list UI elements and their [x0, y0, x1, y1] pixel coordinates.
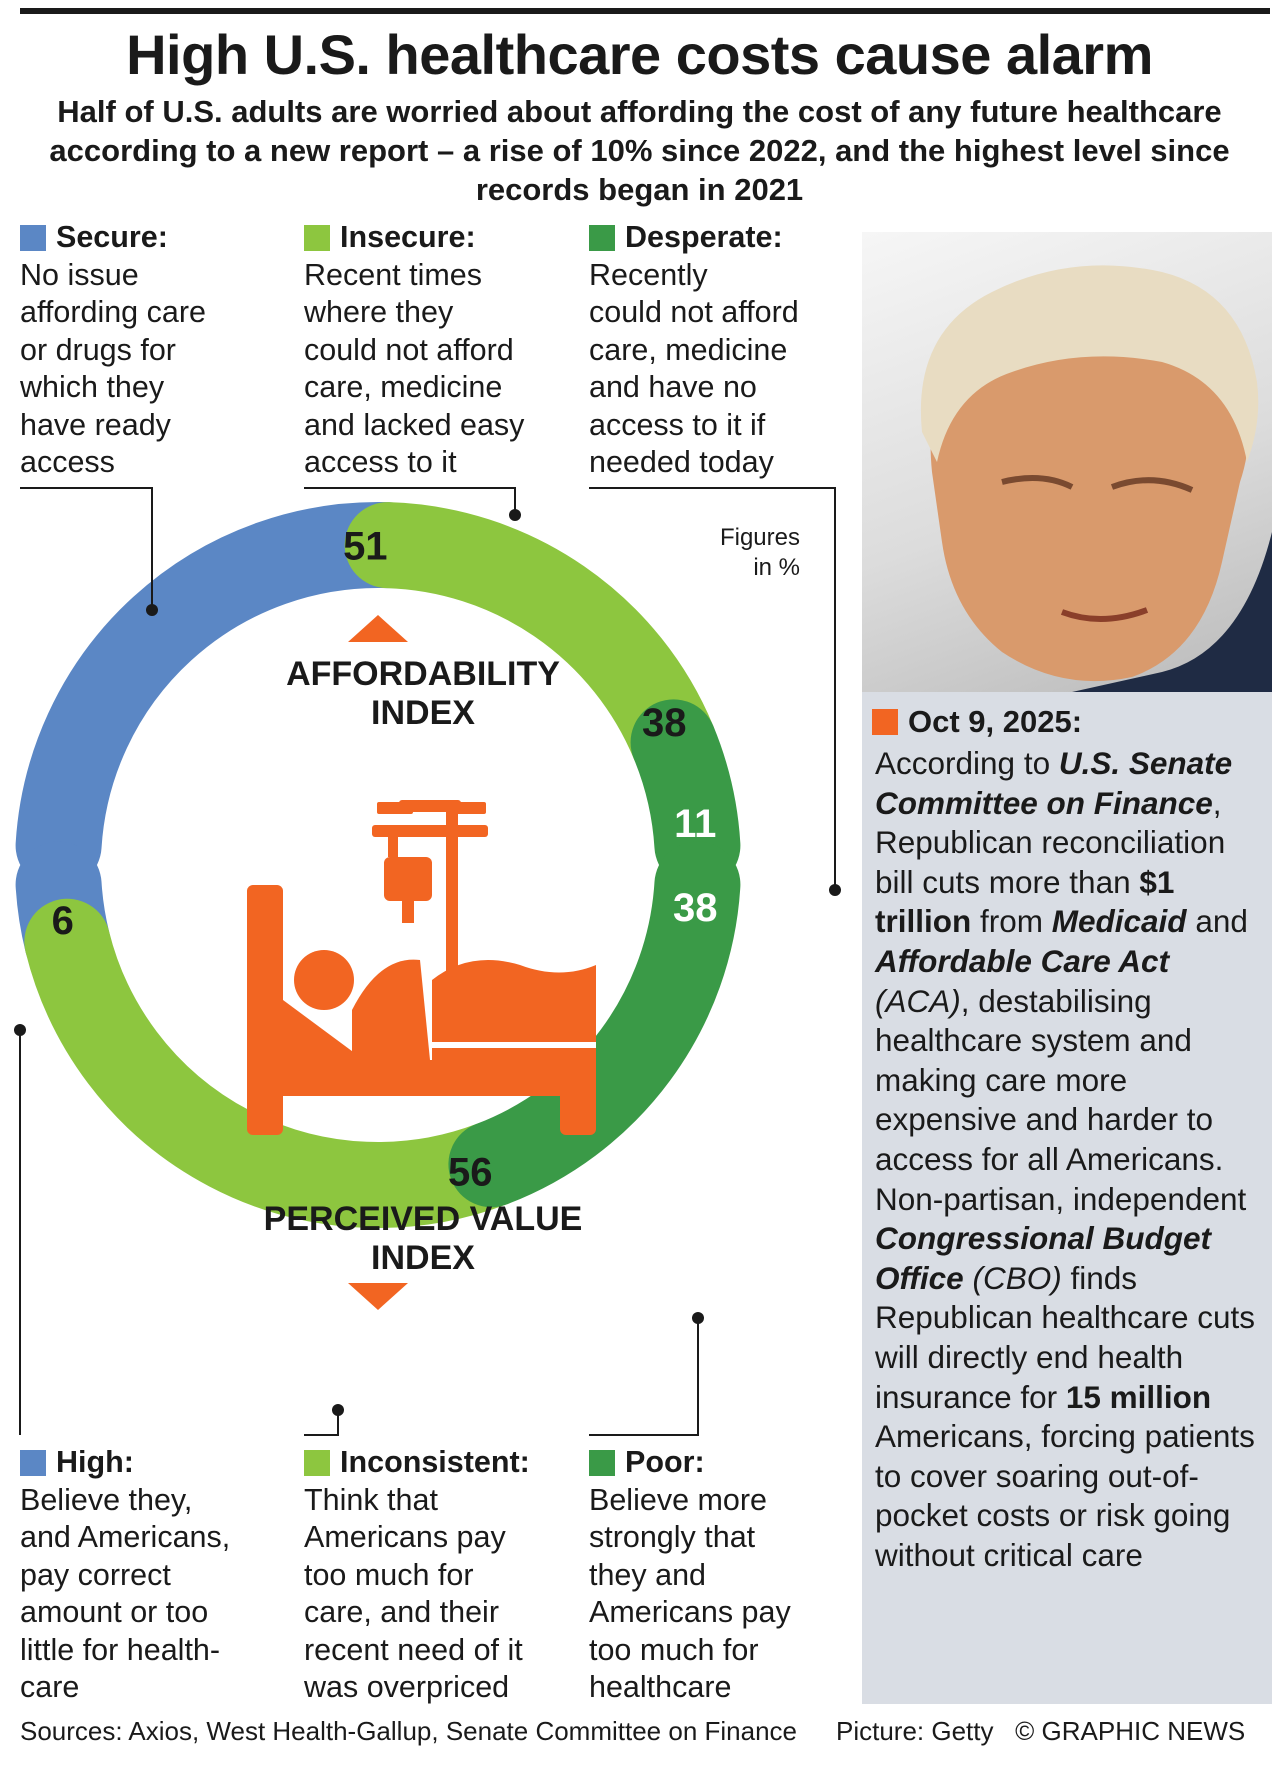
leader-poor: [589, 1318, 699, 1436]
news-date: Oct 9, 2025:: [908, 704, 1083, 739]
legend-label: Poor:: [625, 1445, 705, 1479]
value-label-inconsistent: 56: [448, 1150, 493, 1194]
legend-description: Recently could not afford care, medicine…: [589, 257, 799, 480]
sources-credit: Sources: Axios, West Health-Gallup, Sena…: [20, 1716, 798, 1746]
leader-insecure-dot: [509, 509, 521, 521]
legend-insecure: Insecure: Recent times where they could …: [304, 219, 564, 482]
legend-description: Think that Americans pay too much for ca…: [304, 1482, 523, 1705]
affordability-index-title: AFFORDABILITY INDEX: [286, 655, 560, 732]
arc-desperate: [630, 699, 741, 889]
leader-secure: [20, 487, 153, 610]
leader-high-dot: [14, 1024, 26, 1036]
affordability-pointer-icon: [348, 615, 408, 642]
legend-description: No issue affording care or drugs for whi…: [20, 257, 206, 480]
legend-desperate: Desperate: Recently could not afford car…: [589, 219, 849, 482]
leader-desperate-dot: [829, 884, 841, 896]
donut-chart: 51 38 11 6 56 38: [14, 487, 841, 1436]
arc-insecure: [344, 502, 717, 786]
news-swatch: [872, 709, 898, 735]
legend-label: High:: [56, 1445, 134, 1479]
legend-swatch: [589, 1449, 615, 1476]
page-subtitle: Half of U.S. adults are worried about af…: [49, 94, 1230, 207]
leader-desperate: [589, 487, 836, 890]
legend-description: Believe they, and Americans, pay correct…: [20, 1482, 231, 1705]
legend-swatch: [304, 224, 330, 251]
leader-inconsistent-dot: [332, 1404, 344, 1416]
legend-label: Insecure:: [340, 220, 476, 254]
legend-description: Recent times where they could not afford…: [304, 257, 525, 480]
legend-swatch: [304, 1449, 330, 1476]
legend-label: Inconsistent:: [340, 1445, 530, 1479]
leader-insecure: [304, 487, 516, 515]
value-label-insecure: 38: [642, 701, 687, 745]
value-label-high: 6: [52, 899, 74, 943]
arc-poor: [448, 841, 741, 1208]
leader-inconsistent: [304, 1410, 339, 1436]
leader-poor-dot: [692, 1312, 704, 1324]
footer-right: Picture: Getty © GRAPHIC NEWS: [836, 1716, 1245, 1747]
arc-inconsistent: [24, 898, 535, 1228]
perceived-value-index-title: PERCEIVED VALUE INDEX: [263, 1200, 583, 1277]
portrait-illustration: [920, 265, 1272, 692]
legend-label: Desperate:: [625, 220, 783, 254]
news-body: According to U.S. Senate Committee on Fi…: [875, 745, 1255, 1573]
page-title: High U.S. healthcare costs cause alarm: [126, 23, 1153, 86]
units-note: Figures in %: [719, 524, 800, 581]
legend-inconsistent: Inconsistent: Think that Americans pay t…: [304, 1444, 574, 1707]
legend-swatch: [20, 1449, 46, 1476]
legend-high: High: Believe they, and Americans, pay c…: [20, 1444, 290, 1707]
value-label-desperate: 11: [674, 802, 716, 846]
picture-credit: Picture: Getty: [836, 1716, 994, 1746]
value-label-poor: 38: [673, 886, 718, 930]
copyright: © GRAPHIC NEWS: [1015, 1716, 1246, 1746]
perceived-value-pointer-icon: [348, 1283, 408, 1310]
legend-label: Secure:: [56, 220, 168, 254]
leader-secure-dot: [146, 604, 158, 616]
news-date-heading: Oct 9, 2025:: [872, 704, 1082, 740]
news-photo: [862, 232, 1272, 692]
legend-secure: Secure: No issue affording care or drugs…: [20, 219, 280, 482]
arc-secure: [15, 502, 431, 889]
news-panel: Oct 9, 2025: According to U.S. Senate Co…: [862, 692, 1272, 1704]
legend-swatch: [20, 224, 46, 251]
footer: Sources: Axios, West Health-Gallup, Sena…: [20, 1716, 1245, 1747]
legend-poor: Poor: Believe more strongly that they an…: [589, 1444, 849, 1707]
hospital-bed-iv-icon: [247, 800, 596, 1135]
value-label-secure: 51: [343, 524, 388, 568]
legend-description: Believe more strongly that they and Amer…: [589, 1482, 791, 1705]
legend-swatch: [589, 224, 615, 251]
top-rule: [20, 8, 1270, 14]
